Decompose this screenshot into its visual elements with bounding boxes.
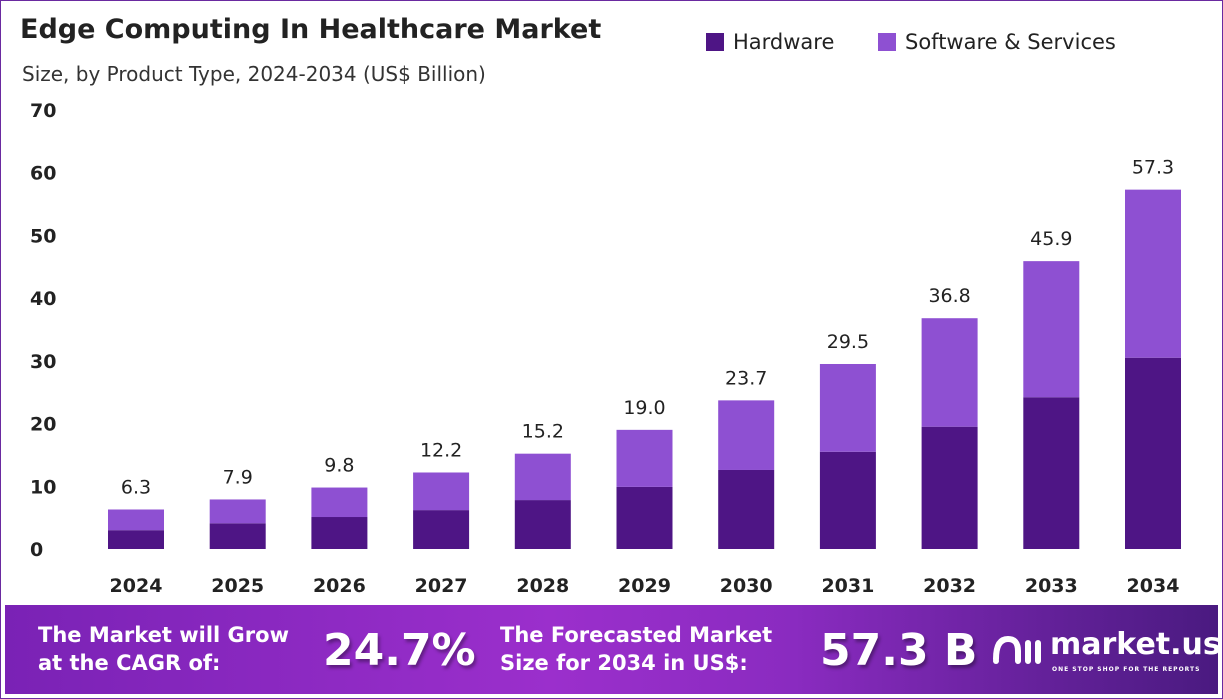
bar-total-label: 12.2 [420,439,462,461]
y-tick-label: 10 [30,476,56,498]
legend-label: Software & Services [905,30,1116,54]
x-tick-label: 2025 [211,575,264,597]
x-tick-label: 2026 [313,575,366,597]
bar-total-label: 23.7 [725,367,767,389]
x-tick-label: 2029 [618,575,671,597]
x-tick-label: 2031 [821,575,874,597]
chart-title: Edge Computing In Healthcare Market [20,14,602,45]
x-tick-label: 2027 [415,575,468,597]
logo-tagline: ONE STOP SHOP FOR THE REPORTS [1052,666,1201,673]
bar-segment-software-services [1125,189,1181,358]
x-tick-label: 2032 [923,575,976,597]
logo-text: market.us [1050,627,1221,662]
bar-segment-software-services [616,429,673,487]
bar-segment-hardware [1125,357,1181,549]
x-tick-label: 2028 [516,575,569,597]
bar-segment-hardware [616,486,673,549]
y-tick-label: 60 [30,163,56,185]
bar-segment-software-services [108,509,164,531]
x-tick-label: 2024 [110,575,163,597]
bar-segment-hardware [921,426,978,549]
bar-total-label: 9.8 [324,455,354,477]
bar-segment-hardware [819,451,876,549]
logo-icon [993,635,1041,664]
bar-segment-hardware [514,500,571,549]
y-tick-label: 50 [30,225,56,247]
bar-total-label: 7.9 [223,466,253,488]
bar-segment-hardware [413,510,470,549]
cagr-label-line: at the CAGR of: [38,651,221,675]
y-tick-label: 0 [30,539,43,561]
x-tick-label: 2030 [720,575,773,597]
bar-total-label: 19.0 [623,397,665,419]
bar-segment-software-services [209,499,266,524]
bar-segment-software-services [311,487,368,518]
y-tick-label: 70 [30,100,56,122]
bar-segment-hardware [718,469,775,549]
legend-swatch [878,33,896,51]
legend-swatch [706,33,724,51]
bar-total-label: 45.9 [1030,228,1072,250]
cagr-label-line: The Market will Grow [38,623,289,647]
forecast-label: The Forecasted Market Size for 2034 in US… [500,621,772,677]
bar-segment-software-services [1023,261,1080,398]
bar-segment-hardware [1023,397,1080,549]
y-tick-label: 30 [30,351,56,373]
chart-plot: 0102030405060706.320247.920259.8202612.2… [30,100,1181,597]
bar-total-label: 29.5 [827,331,869,353]
summary-banner: The Market will Grow at the CAGR of: 24.7… [5,605,1221,694]
forecast-label-line: The Forecasted Market [500,623,773,647]
bar-total-label: 36.8 [928,285,970,307]
bar-segment-hardware [209,523,266,549]
bar-segment-software-services [819,363,876,452]
y-tick-label: 20 [30,414,56,436]
legend-label: Hardware [733,30,835,54]
chart-subtitle: Size, by Product Type, 2024-2034 (US$ Bi… [22,62,486,86]
bar-total-label: 57.3 [1132,157,1174,179]
bar-segment-hardware [311,517,368,549]
forecast-value: 57.3 B [820,625,978,676]
legend-item-software: Software & Services [878,30,1116,54]
x-tick-label: 2033 [1025,575,1078,597]
bar-total-label: 6.3 [121,476,151,498]
bar-segment-software-services [921,318,978,427]
bar-segment-hardware [108,530,164,549]
bar-segment-software-services [413,472,470,511]
y-tick-label: 40 [30,288,56,310]
legend-item-hardware: Hardware [706,30,834,54]
bar-segment-software-services [718,400,775,470]
cagr-value: 24.7% [323,625,476,676]
x-tick-label: 2034 [1127,575,1180,597]
bar-total-label: 15.2 [522,421,564,443]
bar-segment-software-services [514,453,571,501]
forecast-label-line: Size for 2034 in US$: [500,651,748,675]
cagr-label: The Market will Grow at the CAGR of: [38,621,289,677]
